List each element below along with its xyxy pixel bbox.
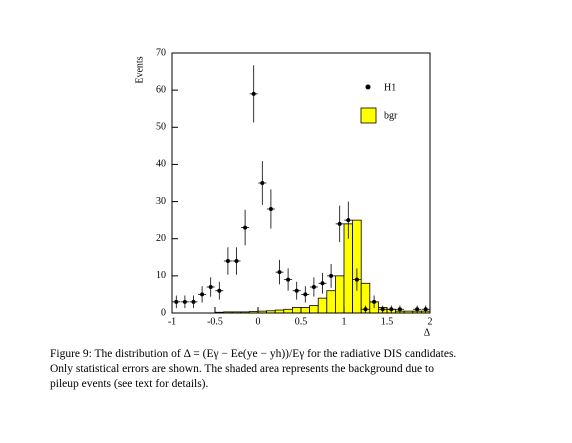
y-tick-label: 30 — [156, 196, 166, 207]
x-axis-label: Δ — [424, 327, 431, 338]
histogram-bar — [326, 290, 336, 314]
data-point — [260, 181, 265, 185]
data-point — [277, 270, 282, 275]
data-point — [191, 299, 196, 304]
y-tick-label: 60 — [156, 84, 166, 95]
data-point — [372, 299, 377, 304]
data-point — [354, 277, 359, 282]
histogram-bar — [291, 307, 302, 314]
x-tick-label: 1.5 — [381, 316, 394, 327]
data-point — [294, 288, 299, 293]
data-point — [182, 299, 187, 304]
data-point — [329, 273, 334, 278]
histogram-bar — [317, 297, 328, 314]
legend-marker — [365, 84, 371, 90]
data-point — [337, 221, 342, 226]
data-point — [243, 225, 248, 230]
data-point — [174, 299, 179, 304]
histogram-bar — [283, 308, 293, 314]
data-point — [268, 207, 273, 211]
y-tick-label: 70 — [156, 47, 166, 58]
legend-label: bgr — [384, 110, 398, 121]
data-point — [423, 307, 428, 312]
histogram-bar — [309, 305, 319, 314]
y-tick-label: 20 — [156, 233, 166, 244]
data-point — [363, 307, 368, 312]
y-axis-label: Events — [134, 56, 145, 83]
x-tick-label: 0 — [256, 316, 261, 327]
data-point — [320, 281, 325, 286]
data-point — [303, 292, 308, 297]
caption: Figure 9: The distribution of Δ = (Eγ − … — [50, 347, 530, 392]
y-tick-label: 50 — [156, 122, 166, 133]
histogram-bar — [300, 307, 311, 314]
data-point — [200, 292, 205, 297]
data-point — [251, 91, 256, 96]
data-point — [346, 218, 351, 223]
data-point — [311, 285, 316, 289]
x-tick-label: 1 — [342, 316, 347, 327]
x-tick-label: 0.5 — [295, 316, 308, 327]
data-point — [380, 307, 385, 312]
legend-swatch — [360, 107, 377, 124]
data-point — [389, 307, 394, 312]
data-point — [286, 277, 291, 282]
legend-label: H1 — [384, 82, 396, 93]
x-tick-label: 2 — [428, 316, 433, 327]
data-point — [225, 259, 230, 263]
data-point — [208, 285, 213, 289]
caption-line: Figure 9: The distribution of Δ = (Eγ − … — [50, 348, 457, 360]
data-point — [234, 259, 239, 263]
histogram-bar — [334, 275, 345, 314]
data-point — [415, 307, 420, 312]
data-point — [217, 288, 222, 293]
x-tick-label: -1 — [168, 316, 176, 327]
y-tick-label: 0 — [161, 307, 166, 318]
caption-line: pileup events (see text for details). — [50, 378, 209, 390]
y-tick-label: 40 — [156, 159, 166, 170]
y-tick-label: 10 — [156, 270, 166, 281]
data-point — [397, 307, 402, 312]
x-tick-label: -0.5 — [207, 316, 223, 327]
histogram-bar — [352, 219, 362, 314]
caption-line: Only statistical errors are shown. The s… — [50, 363, 434, 375]
